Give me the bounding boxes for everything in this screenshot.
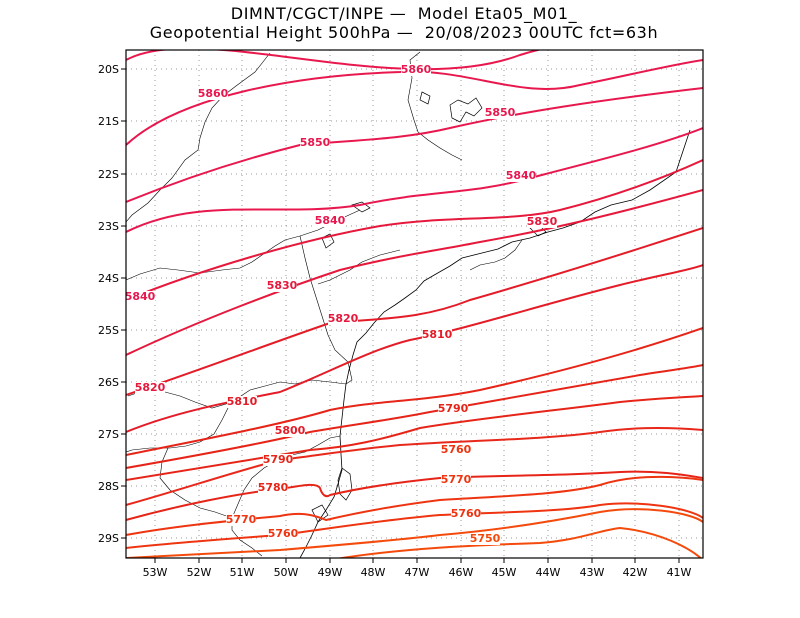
contour-label-bg	[198, 88, 228, 100]
contour-line	[126, 427, 703, 506]
contour-label: 5810	[422, 328, 453, 341]
contour-label: 5790	[263, 453, 294, 466]
contour-label: 5810	[227, 395, 258, 408]
contour-label: 5790	[438, 402, 469, 415]
contour-label: 5840	[506, 169, 537, 182]
contour-label-bg	[263, 454, 293, 466]
contour-label-bg	[226, 514, 256, 526]
x-tick-label: 45W	[492, 566, 517, 579]
x-tick-label: 41W	[667, 566, 692, 579]
y-tick-label: 20S	[98, 63, 119, 76]
lakes	[311, 91, 547, 523]
x-tick-label: 52W	[187, 566, 212, 579]
contour-label-bg	[441, 474, 471, 486]
x-tick-label: 51W	[230, 566, 255, 579]
y-tick-label: 27S	[98, 428, 119, 441]
contour-line	[126, 508, 703, 558]
x-tick-label: 49W	[318, 566, 343, 579]
contour-label: 5860	[401, 63, 432, 76]
contour-lines	[126, 50, 703, 558]
y-tick-label: 21S	[98, 115, 119, 128]
contour-label-bg	[125, 291, 155, 303]
contour-label: 5760	[451, 507, 482, 520]
coastline	[299, 129, 691, 558]
contour-label-bg	[506, 170, 536, 182]
y-tick-label: 24S	[98, 272, 119, 285]
contour-label: 5830	[527, 215, 558, 228]
contour-label: 5850	[300, 136, 331, 149]
y-tick-label: 29S	[98, 532, 119, 545]
x-axis-ticks: 53W 52W 51W 50W 49W 48W 47W 46W 45W 44W 43W 42W 41W	[143, 558, 692, 579]
contour-label: 5850	[485, 106, 516, 119]
contour-line	[126, 127, 703, 233]
gridlines	[126, 50, 703, 558]
contour-label: 5820	[328, 312, 359, 325]
x-tick-label: 47W	[405, 566, 430, 579]
contour-label-bg	[470, 533, 500, 545]
contour-label-bg	[315, 215, 345, 227]
x-tick-label: 43W	[580, 566, 605, 579]
contour-label: 5750	[470, 532, 501, 545]
contour-line	[126, 327, 703, 456]
contour-line	[126, 50, 543, 71]
chart-title-line1: DIMNT/CGCT/INPE — Model Eta05_M01_	[230, 4, 578, 23]
x-tick-label: 53W	[143, 566, 168, 579]
contour-line	[126, 264, 703, 433]
contour-label: 5800	[275, 424, 306, 437]
x-tick-label: 50W	[274, 566, 299, 579]
contour-label: 5770	[441, 473, 472, 486]
contour-label-bg	[268, 528, 298, 540]
contour-label-bg	[135, 382, 165, 394]
contour-label-bg	[441, 444, 471, 456]
contour-line	[126, 189, 703, 356]
contour-line	[126, 364, 703, 469]
x-tick-label: 44W	[536, 566, 561, 579]
contour-label-bg	[258, 482, 288, 494]
contour-label-bg	[422, 329, 452, 341]
contour-line	[126, 227, 703, 396]
contour-line	[126, 87, 703, 203]
chart-title-line2: Geopotential Height 500hPa — 20/08/2023 …	[149, 23, 659, 42]
contour-label-bg	[527, 216, 557, 228]
contour-label-bg	[401, 64, 431, 76]
contour-label: 5770	[226, 513, 257, 526]
y-tick-label: 23S	[98, 220, 119, 233]
y-tick-label: 26S	[98, 376, 119, 389]
contour-label: 5820	[135, 381, 166, 394]
plot-frame	[125, 49, 704, 559]
x-tick-label: 48W	[361, 566, 386, 579]
contour-label: 5860	[198, 87, 229, 100]
contour-label: 5840	[315, 214, 346, 227]
y-tick-label: 25S	[98, 324, 119, 337]
contour-line	[126, 159, 703, 301]
y-axis-ticks: 20S 21S 22S 23S 24S 25S 26S 27S 28S 29S	[98, 63, 126, 545]
contour-line	[126, 502, 703, 549]
contour-label-bg	[438, 403, 468, 415]
contour-line	[336, 526, 703, 558]
x-tick-label: 42W	[623, 566, 648, 579]
contour-labels: 5860 5860 5850 5850 5840 5840 5840 5830 5830 5820…	[125, 63, 558, 545]
contour-label-bg	[267, 280, 297, 292]
contour-label: 5760	[441, 443, 472, 456]
contour-label-bg	[451, 508, 481, 520]
contour-label-bg	[300, 137, 330, 149]
y-tick-label: 22S	[98, 168, 119, 181]
contour-label: 5780	[258, 481, 289, 494]
x-tick-label: 46W	[449, 566, 474, 579]
contour-line	[126, 395, 703, 481]
contour-label-bg	[328, 313, 358, 325]
contour-label: 5840	[125, 290, 156, 303]
contour-label: 5830	[267, 279, 298, 292]
contour-label-bg	[485, 107, 515, 119]
contour-label-bg	[275, 425, 305, 437]
contour-label-bg	[227, 396, 257, 408]
y-tick-label: 28S	[98, 480, 119, 493]
contour-label: 5760	[268, 527, 299, 540]
